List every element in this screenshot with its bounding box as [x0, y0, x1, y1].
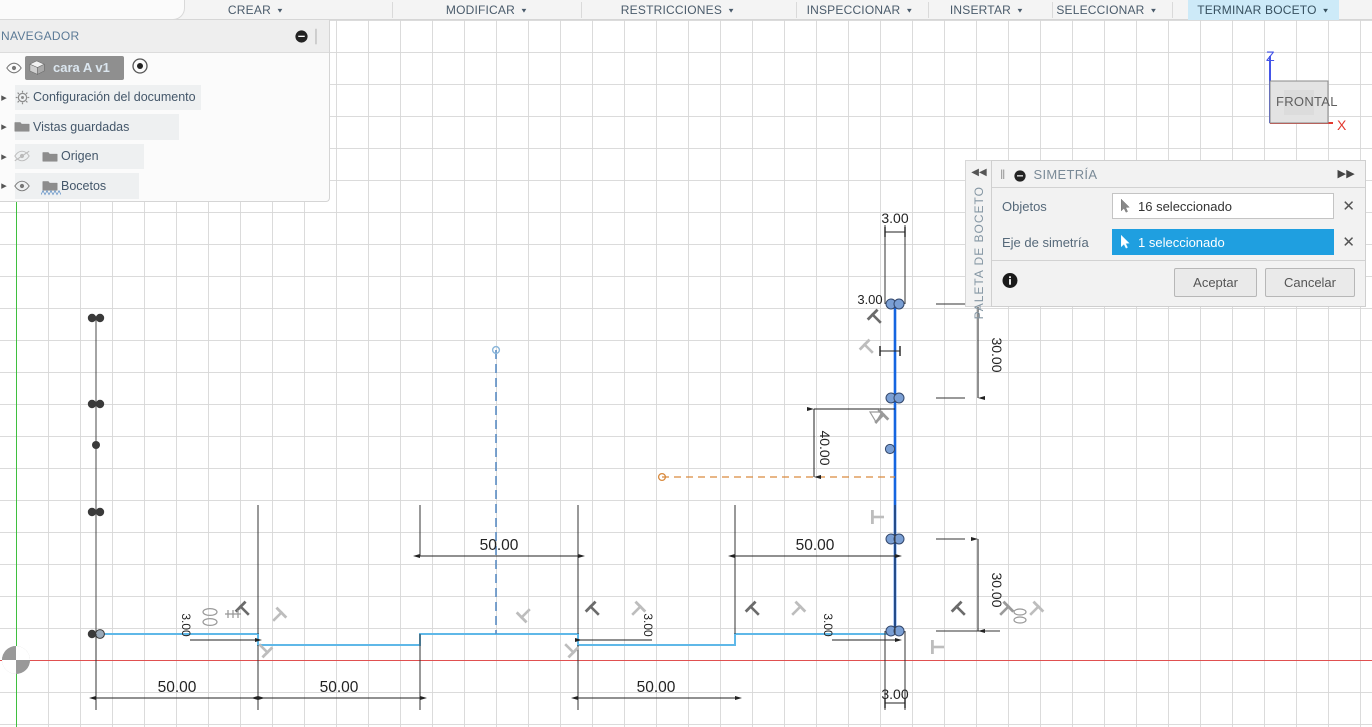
svg-text:FRONTAL: FRONTAL [1276, 94, 1338, 109]
svg-text:3.00: 3.00 [881, 210, 908, 226]
svg-text:40.00: 40.00 [817, 430, 833, 465]
svg-text:Z: Z [1266, 48, 1275, 64]
svg-text:50.00: 50.00 [480, 537, 519, 554]
svg-text:3.00: 3.00 [641, 613, 655, 637]
svg-text:50.00: 50.00 [796, 537, 835, 554]
svg-text:3.00: 3.00 [857, 292, 882, 307]
svg-text:50.00: 50.00 [637, 679, 676, 696]
svg-text:30.00: 30.00 [989, 572, 1005, 607]
svg-text:3.00: 3.00 [179, 613, 193, 637]
svg-text:3.00: 3.00 [881, 686, 908, 702]
svg-text:30.00: 30.00 [989, 337, 1005, 372]
svg-text:3.00: 3.00 [821, 613, 835, 637]
svg-text:X: X [1337, 117, 1347, 133]
svg-text:50.00: 50.00 [320, 679, 359, 696]
svg-text:50.00: 50.00 [158, 679, 197, 696]
